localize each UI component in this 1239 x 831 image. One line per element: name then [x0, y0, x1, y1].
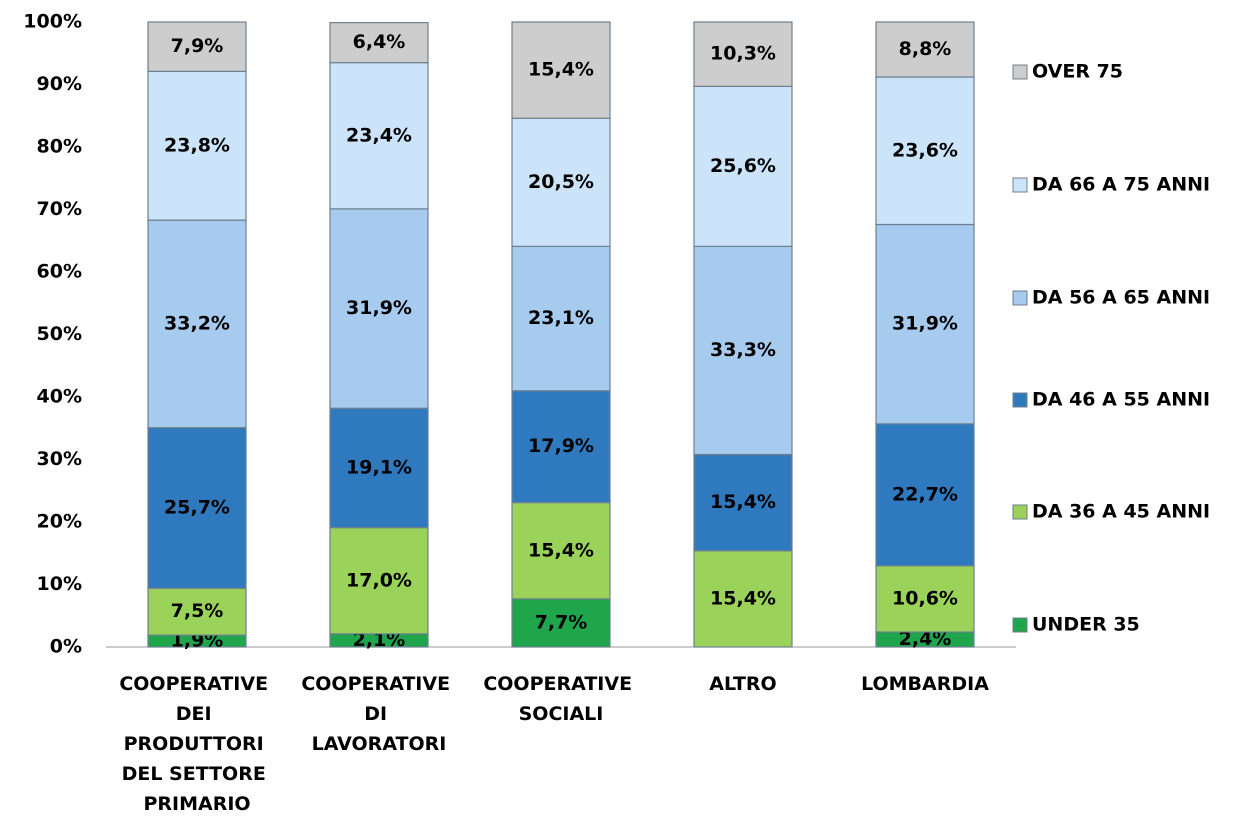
data-label: 2,4%: [899, 628, 952, 650]
data-label: 25,6%: [710, 155, 776, 177]
data-label: 23,6%: [892, 139, 958, 161]
legend-label: DA 56 A 65 ANNI: [1032, 287, 1210, 309]
legend-swatch: [1012, 177, 1028, 193]
data-label: 15,4%: [528, 539, 594, 561]
y-tick-label: 0%: [50, 636, 82, 658]
bar-segment: [693, 550, 793, 648]
y-tick-label: 90%: [37, 73, 82, 95]
data-label: 10,6%: [892, 587, 958, 609]
x-tick-label-line: PRODUTTORI: [124, 733, 271, 755]
data-label: 31,9%: [346, 297, 412, 319]
data-label: 33,2%: [164, 312, 230, 334]
x-tick-label-line: PRIMARIO: [143, 793, 250, 815]
data-label: 17,0%: [346, 569, 412, 591]
bar-segment: [693, 85, 793, 247]
legend-swatch: [1012, 392, 1028, 408]
x-tick-label: LOMBARDIA: [861, 673, 989, 695]
data-label: 7,5%: [171, 600, 224, 622]
bar-segment: [329, 407, 429, 529]
x-tick-label-line: DEI: [176, 703, 218, 725]
data-label: 7,7%: [535, 611, 588, 633]
legend-swatch: [1012, 290, 1028, 306]
bar-segment: [693, 21, 793, 87]
bar-segment: [147, 21, 247, 72]
bar-segment: [147, 219, 247, 429]
x-tick-label-line: COOPERATIVE: [119, 673, 274, 695]
data-label: 20,5%: [528, 171, 594, 193]
data-label: 6,4%: [353, 31, 406, 53]
bar-segment: [329, 527, 429, 635]
bar-segment: [329, 22, 429, 64]
legend-swatch: [1012, 504, 1028, 520]
data-label: 25,7%: [164, 496, 230, 518]
data-label: 31,9%: [892, 313, 958, 335]
data-label: 15,4%: [710, 587, 776, 609]
x-tick-label-line: ALTRO: [709, 673, 776, 695]
bar-segment: [511, 390, 611, 504]
y-tick-label: 70%: [37, 198, 82, 220]
bar-segment: [875, 423, 975, 567]
y-tick-label: 30%: [37, 448, 82, 470]
bar-segment: [147, 587, 247, 636]
data-label: 19,1%: [346, 456, 412, 478]
x-tick-label-line: LAVORATORI: [312, 733, 447, 755]
bar-segment: [511, 502, 611, 600]
y-tick-label: 80%: [37, 136, 82, 158]
data-label: 22,7%: [892, 483, 958, 505]
bar-segment: [511, 598, 611, 648]
bar-segment: [693, 245, 793, 456]
bar-segment: [329, 62, 429, 210]
data-label: 15,4%: [528, 59, 594, 81]
data-label: 23,1%: [528, 307, 594, 329]
bar-segment: [693, 453, 793, 552]
legend-label: DA 36 A 45 ANNI: [1032, 501, 1210, 523]
bar-segment: [147, 70, 247, 221]
x-tick-label: COOPERATIVE SOCIALI: [483, 673, 638, 725]
data-label: 7,9%: [171, 35, 224, 57]
x-tick-label-line: COOPERATIVE: [301, 673, 456, 695]
bar-segment: [875, 21, 975, 78]
y-tick-label: 50%: [37, 323, 82, 345]
data-label: 8,8%: [899, 38, 952, 60]
x-tick-label-line: SOCIALI: [519, 703, 604, 725]
y-tick-label: 100%: [23, 11, 82, 33]
legend-swatch: [1012, 617, 1028, 633]
data-label: 15,4%: [710, 491, 776, 513]
legend-swatch: [1012, 64, 1028, 80]
bar-segment: [511, 117, 611, 247]
bar-segment: [511, 245, 611, 392]
y-tick-label: 10%: [37, 573, 82, 595]
bar-segment: [875, 223, 975, 425]
x-tick-label-line: DI: [364, 703, 393, 725]
data-label: 33,3%: [710, 339, 776, 361]
data-label: 10,3%: [710, 43, 776, 65]
bar-segment: [511, 21, 611, 119]
legend-label: DA 66 A 75 ANNI: [1032, 174, 1210, 196]
y-tick-label: 60%: [37, 261, 82, 283]
x-tick-label-line: COOPERATIVE: [483, 673, 638, 695]
legend-label: OVER 75: [1032, 61, 1123, 83]
data-label: 23,4%: [346, 124, 412, 146]
x-tick-label: ALTRO: [709, 673, 776, 695]
data-label: 23,8%: [164, 134, 230, 156]
y-tick-label: 40%: [37, 386, 82, 408]
y-tick-label: 20%: [37, 511, 82, 533]
x-tick-label-line: LOMBARDIA: [861, 673, 989, 695]
legend-label: DA 46 A 55 ANNI: [1032, 389, 1210, 411]
x-tick-label: COOPERATIVE DI LAVORATORI: [301, 673, 456, 755]
x-tick-label: COOPERATIVE DEI PRODUTTORI DEL SETTORE P…: [119, 673, 274, 815]
bar-segment: [147, 427, 247, 589]
legend-label: UNDER 35: [1032, 614, 1140, 636]
data-label: 17,9%: [528, 435, 594, 457]
bar-segment: [329, 208, 429, 409]
x-tick-label-line: DEL SETTORE: [122, 763, 273, 785]
